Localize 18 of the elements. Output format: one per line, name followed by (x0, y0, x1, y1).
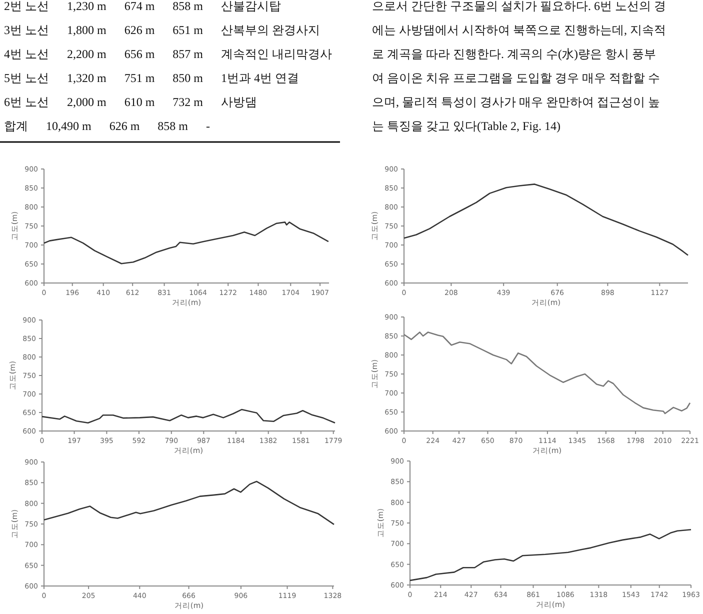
text: 로 계곡을 따라 진행한다. 계곡의 수(水)량은 항시 풍부 (372, 47, 656, 61)
text: 2번 노선 1,230 m 674 m 858 m 산불감시탑 (4, 0, 282, 13)
line-series (43, 222, 330, 264)
text: 5번 노선 1,320 m 751 m 850 m 1번과 4번 연결 (4, 71, 300, 85)
text: 합계 10,490 m 626 m 858 m - (4, 119, 210, 133)
line-series (41, 408, 336, 424)
line-series (403, 184, 689, 256)
text: 는 특징을 갖고 있다(Table 2, Fig. 14) (372, 119, 560, 133)
text: 에는 사방댐에서 시작하여 북쪽으로 진행하는데, 지속적 (372, 23, 666, 37)
text: 4번 노선 2,200 m 656 m 857 m 계속적인 내리막경사 (4, 47, 332, 61)
text: 여 음이온 치유 프로그램을 도입할 경우 매우 적합할 수 (372, 71, 660, 85)
line-series (403, 332, 691, 414)
text: 6번 노선 2,000 m 610 m 732 m 사방댐 (4, 95, 258, 109)
line-series (43, 480, 335, 526)
text: 3번 노선 1,800 m 626 m 651 m 산복부의 완경사지 (4, 23, 320, 37)
text: 으며, 물리적 특성이 경사가 매우 완만하여 접근성이 높 (372, 95, 660, 109)
text: 으로서 간단한 구조물의 설치가 필요하다. 6번 노선의 경 (372, 0, 666, 13)
line-series (409, 528, 692, 582)
